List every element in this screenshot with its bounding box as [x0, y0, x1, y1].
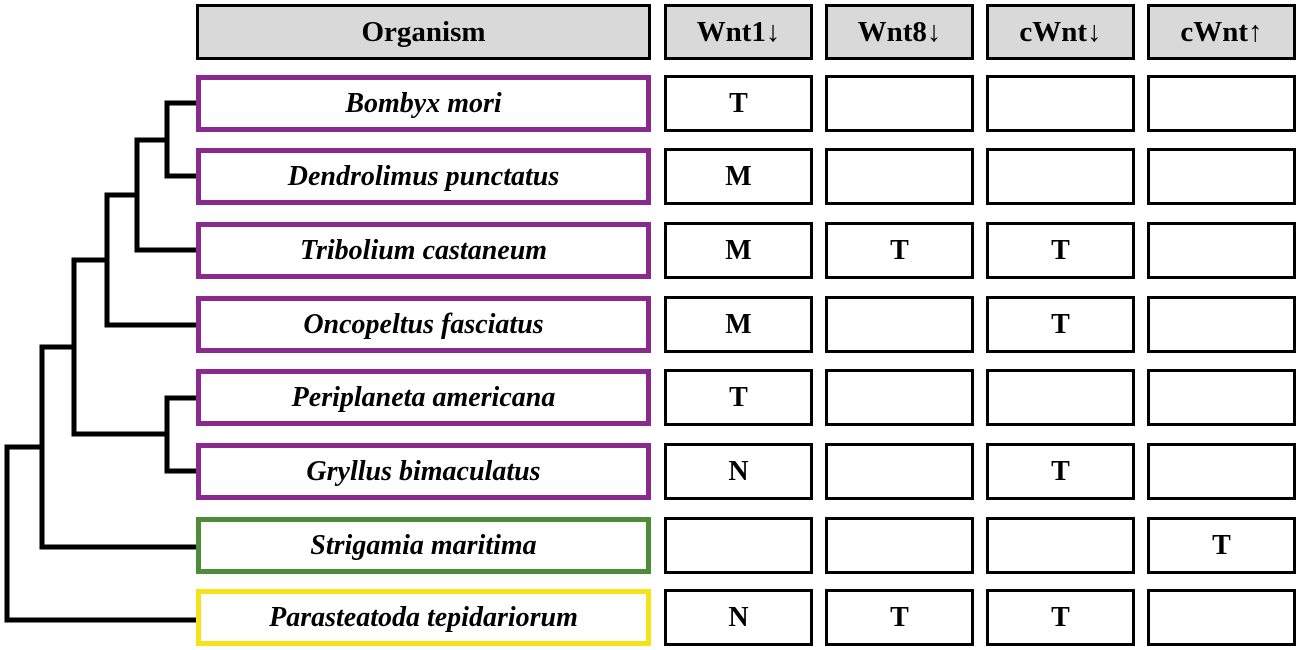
table-cell: M: [664, 222, 813, 279]
table-cell: T: [825, 589, 974, 646]
organism-label: Bombyx mori: [196, 75, 651, 132]
table-cell: N: [664, 589, 813, 646]
organism-label: Strigamia maritima: [196, 517, 651, 574]
tree-branch-bombyx-dendrolimus: [164, 100, 199, 179]
header-cwnt-down: cWnt↓: [986, 4, 1135, 60]
tree-branch-periplaneta-gryllus: [164, 395, 199, 474]
table-cell: [825, 296, 974, 353]
table-cell: T: [986, 222, 1135, 279]
table-cell: [986, 369, 1135, 426]
table-cell: [1147, 222, 1296, 279]
table-cell: [825, 443, 974, 500]
table-cell: [1147, 443, 1296, 500]
table-cell: [1147, 148, 1296, 205]
header-organism: Organism: [196, 4, 651, 60]
table-cell: [825, 369, 974, 426]
organism-label: Tribolium castaneum: [196, 222, 651, 279]
table-cell: [825, 148, 974, 205]
tree-branch-oncopeltus: [104, 192, 199, 328]
table-cell: M: [664, 296, 813, 353]
header-wnt8-down: Wnt8↓: [825, 4, 974, 60]
table-cell: [664, 517, 813, 574]
organism-label: Periplaneta americana: [196, 369, 651, 426]
organism-label: Parasteatoda tepidariorum: [196, 589, 651, 646]
organism-label: Gryllus bimaculatus: [196, 443, 651, 500]
header-wnt1-down: Wnt1↓: [664, 4, 813, 60]
table-cell: [1147, 369, 1296, 426]
table-cell: T: [664, 75, 813, 132]
tree-branch-root: [4, 444, 199, 623]
table-cell: T: [664, 369, 813, 426]
table-cell: [1147, 589, 1296, 646]
table-cell: T: [986, 589, 1135, 646]
table-cell: [825, 517, 974, 574]
tree-branch-insects: [71, 257, 170, 437]
table-cell: T: [986, 296, 1135, 353]
table-cell: [986, 75, 1135, 132]
organism-label: Dendrolimus punctatus: [196, 148, 651, 205]
table-cell: T: [986, 443, 1135, 500]
table-cell: T: [1147, 517, 1296, 574]
organism-label: Oncopeltus fasciatus: [196, 296, 651, 353]
table-cell: N: [664, 443, 813, 500]
phylogenetic-tree: [4, 100, 199, 623]
table-cell: [1147, 296, 1296, 353]
tree-branch-strigamia: [39, 344, 199, 550]
table-cell: [986, 148, 1135, 205]
table-cell: M: [664, 148, 813, 205]
table-cell: T: [825, 222, 974, 279]
header-cwnt-up: cWnt↑: [1147, 4, 1296, 60]
table-cell: [986, 517, 1135, 574]
table-cell: [825, 75, 974, 132]
table-cell: [1147, 75, 1296, 132]
